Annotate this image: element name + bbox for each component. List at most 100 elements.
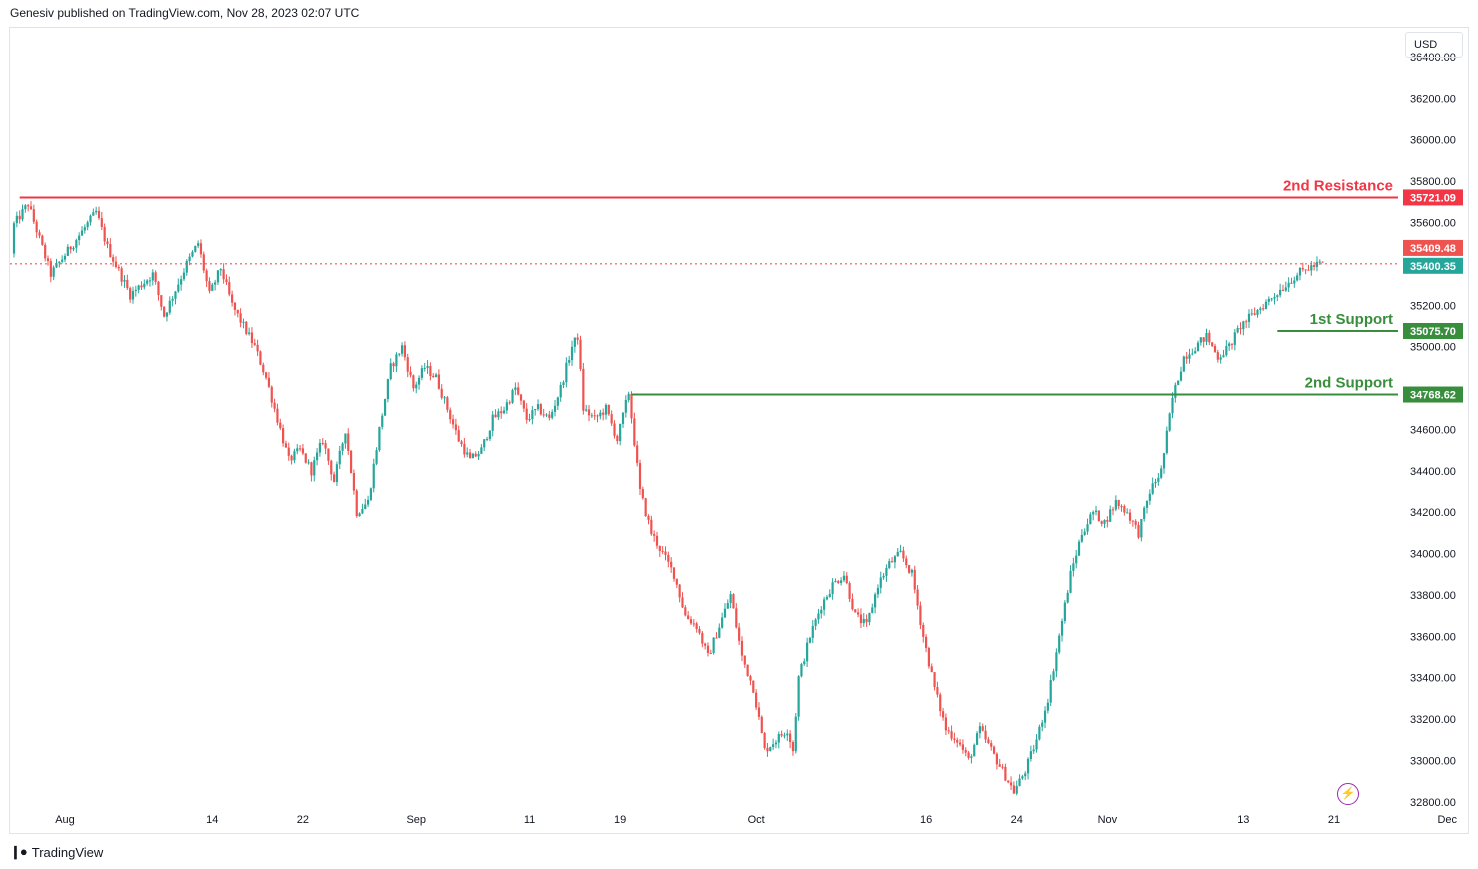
candle-body	[1196, 342, 1200, 352]
candle-body	[706, 645, 710, 653]
candle-body	[451, 419, 455, 425]
candle-body	[1089, 514, 1092, 525]
candle-body	[205, 270, 208, 282]
level-name-resistance-2: 2nd Resistance	[1283, 177, 1393, 194]
candle-body	[1216, 352, 1219, 360]
candle-body	[573, 337, 576, 347]
candle-body	[1029, 751, 1032, 759]
candle-body	[369, 488, 373, 500]
candle-body	[270, 386, 273, 403]
candle-body	[1012, 785, 1015, 794]
price-axis[interactable]: 36400.0036200.0036000.0035800.0035600.00…	[1410, 52, 1456, 809]
candle-body	[1298, 268, 1302, 276]
time-axis[interactable]: Aug 14 22 Sep 11 19 Oct 16 24 Nov 13 21 Dec	[55, 814, 1457, 826]
candle-body	[502, 410, 506, 414]
candle-body	[233, 302, 237, 310]
candle-body	[783, 735, 786, 737]
candle-body	[1171, 397, 1174, 414]
candle-body	[862, 619, 865, 624]
candle-body	[655, 535, 659, 546]
publisher-info: Genesiv published on TradingView.com, No…	[10, 6, 360, 20]
candle-body	[341, 443, 344, 451]
candle-body	[1168, 413, 1171, 431]
candle-body	[284, 443, 288, 448]
candle-body	[876, 587, 880, 595]
candle-body	[89, 215, 92, 223]
y-tick-label: 32800.00	[1410, 797, 1456, 809]
candle-body	[344, 433, 347, 444]
candle-body	[1233, 332, 1236, 345]
candle-body	[494, 414, 497, 418]
candle-body	[1307, 269, 1310, 271]
candle-body	[332, 474, 336, 483]
candle-body	[18, 215, 21, 220]
candle-body	[808, 637, 812, 643]
candle-body	[250, 332, 254, 344]
candle-body	[1185, 356, 1188, 359]
candle-body	[146, 280, 149, 284]
candle-body	[525, 408, 528, 420]
candle-body	[437, 374, 440, 389]
candle-body	[392, 363, 395, 367]
candle-body	[772, 744, 775, 748]
candle-body	[182, 272, 186, 280]
candle-body	[378, 426, 381, 451]
candle-body	[225, 279, 228, 283]
candle-body	[1202, 337, 1205, 342]
high-price-tag	[1403, 239, 1463, 256]
candle-body	[400, 345, 404, 354]
candle-body	[298, 448, 302, 450]
candle-body	[678, 584, 681, 598]
candle-body	[1128, 512, 1132, 521]
candle-body	[1021, 776, 1024, 779]
candle-body	[987, 739, 990, 744]
candle-body	[1024, 773, 1027, 777]
candle-body	[636, 445, 639, 464]
candle-body	[1117, 500, 1120, 507]
candle-body	[15, 215, 18, 224]
candle-body	[1219, 357, 1222, 360]
tradingview-logo-icon: ❙●	[10, 844, 28, 859]
candle-body	[811, 626, 814, 638]
currency-button[interactable]: USD	[1405, 32, 1463, 58]
candle-body	[366, 499, 370, 505]
candle-body	[681, 597, 684, 608]
candle-body	[1058, 635, 1061, 653]
candle-body	[941, 711, 945, 718]
candle-body	[913, 569, 916, 590]
candle-body	[774, 742, 778, 745]
x-tick-label: 19	[614, 814, 626, 826]
candle-body	[253, 343, 256, 345]
candle-body	[191, 251, 194, 257]
candle-body	[794, 716, 797, 752]
candle-body	[296, 448, 299, 452]
candle-body	[610, 414, 613, 424]
candle-body	[454, 424, 457, 431]
candle-body	[840, 580, 843, 584]
candle-body	[769, 747, 772, 752]
candle-body	[630, 393, 633, 419]
candle-body	[834, 580, 837, 583]
candle-body	[743, 655, 746, 665]
candle-body	[596, 415, 599, 417]
candle-body	[134, 289, 137, 291]
candle-body	[738, 627, 741, 641]
candle-body	[485, 439, 489, 441]
candle-body	[992, 746, 996, 754]
candle-body	[242, 321, 245, 323]
candle-body	[548, 414, 551, 418]
candle-body	[415, 384, 418, 389]
candle-body	[958, 742, 962, 745]
candle-body	[927, 648, 931, 667]
candle-body	[38, 232, 41, 236]
candle-body	[854, 609, 857, 613]
footer-brand-text: TradingView	[31, 844, 104, 860]
candle-body	[1072, 563, 1075, 571]
candle-body	[871, 607, 874, 613]
candlestick-series	[12, 201, 1324, 796]
candle-body	[1148, 493, 1151, 501]
flash-icon[interactable]: ⚡	[1337, 783, 1359, 805]
candle-body	[924, 636, 928, 649]
candle-body	[667, 554, 670, 562]
